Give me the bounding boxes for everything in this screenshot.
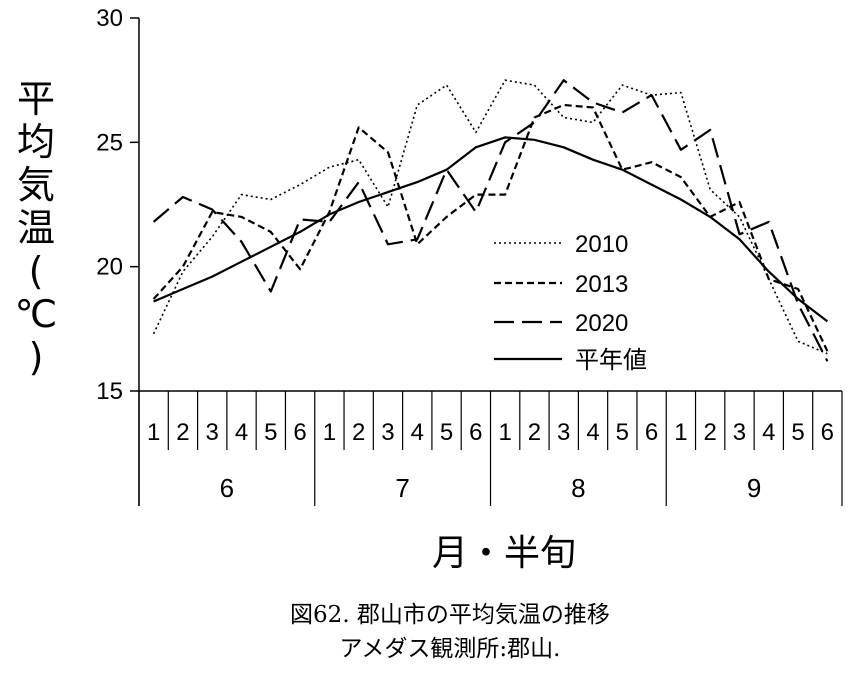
- x-tick-label: 1: [674, 419, 687, 446]
- series-lines: [152, 79, 829, 362]
- x-tick-label: 6: [645, 419, 658, 446]
- x-tick-label: 6: [293, 419, 306, 446]
- legend-label: 2010: [575, 231, 628, 258]
- x-tick-label: 1: [147, 419, 160, 446]
- x-tick-label: 4: [411, 419, 424, 446]
- y-tick-label: 15: [96, 378, 123, 405]
- x-tick-label: 4: [235, 419, 248, 446]
- chart-caption-line1: 図62. 郡山市の平均気温の推移: [290, 602, 610, 628]
- x-tick-label: 3: [206, 419, 219, 446]
- x-tick-label: 5: [616, 419, 629, 446]
- y-tick-label: 20: [96, 254, 123, 281]
- month-label: 8: [571, 473, 585, 503]
- legend-label: 2013: [575, 271, 628, 298]
- legend-label: 平年値: [575, 347, 647, 374]
- x-tick-label: 1: [323, 419, 336, 446]
- series-line-2: [152, 79, 829, 362]
- y-axis-label: 平均気温(℃): [15, 77, 58, 379]
- legend-label: 2020: [575, 310, 628, 337]
- x-tick-label: 4: [762, 419, 775, 446]
- x-tick-label: 6: [821, 419, 834, 446]
- x-tick-label: 5: [264, 419, 277, 446]
- month-label: 6: [220, 473, 234, 503]
- series-line-0: [152, 79, 828, 355]
- month-label: 9: [747, 473, 761, 503]
- x-tick-label: 6: [469, 419, 482, 446]
- x-axis-categories: 1 2 3 4 5 6 1 2 3 4 5 6 1 2 3 4 5 6 1 2 3 4 5 66 7 8 9: [138, 391, 843, 506]
- x-tick-label: 2: [528, 419, 541, 446]
- y-tick-label: 25: [96, 129, 123, 156]
- x-tick-label: 2: [352, 419, 365, 446]
- month-label: 7: [395, 473, 409, 503]
- x-tick-label: 2: [704, 419, 717, 446]
- x-tick-label: 5: [791, 419, 804, 446]
- x-tick-label: 2: [176, 419, 189, 446]
- x-tick-label: 5: [440, 419, 453, 446]
- legend: 2010 2013 2020 平年値: [494, 231, 647, 374]
- y-tick-label: 30: [96, 5, 123, 32]
- y-axis-ticks: 30 25 20 15: [96, 5, 139, 405]
- series-line-3: [153, 136, 829, 323]
- x-tick-label: 3: [381, 419, 394, 446]
- x-tick-label: 1: [498, 419, 511, 446]
- x-tick-label: 4: [586, 419, 599, 446]
- x-axis-label: 月・半旬: [432, 533, 576, 574]
- series-line-1: [152, 103, 829, 352]
- x-tick-label: 3: [557, 419, 570, 446]
- chart-caption-line2: アメダス観測所:郡山.: [340, 636, 561, 662]
- x-tick-label: 3: [733, 419, 746, 446]
